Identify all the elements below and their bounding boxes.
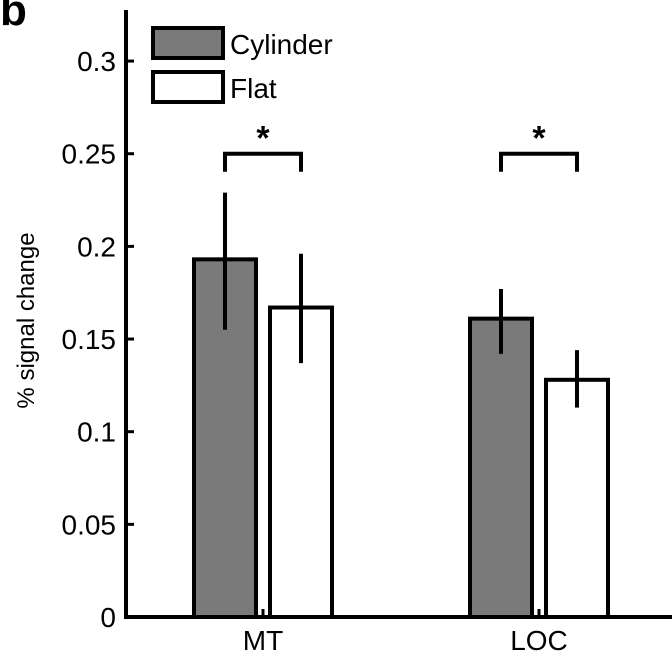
x-tick-label: LOC bbox=[510, 625, 568, 656]
legend-label-cylinder: Cylinder bbox=[230, 29, 333, 60]
y-tick-label: 0.2 bbox=[77, 231, 116, 262]
bar-cylinder-loc bbox=[468, 316, 534, 619]
legend-swatch-cylinder bbox=[151, 26, 225, 60]
significance-bracket bbox=[499, 151, 579, 172]
x-tick-label: MT bbox=[243, 625, 283, 656]
legend-label-flat: Flat bbox=[230, 73, 277, 104]
y-axis-label: % signal change bbox=[13, 232, 40, 408]
y-tick-label: 0.25 bbox=[62, 139, 117, 170]
bar-flat-loc bbox=[544, 377, 610, 619]
significance-bracket bbox=[223, 151, 303, 172]
panel-label: b bbox=[0, 0, 27, 35]
y-tick-label: 0.15 bbox=[62, 324, 117, 355]
significance-star: * bbox=[532, 120, 546, 158]
y-tick-label: 0.3 bbox=[77, 46, 116, 77]
y-tick-label: 0.1 bbox=[77, 417, 116, 448]
legend-swatch-flat bbox=[151, 70, 225, 104]
y-tick-label: 0 bbox=[100, 602, 116, 633]
significance-star: * bbox=[256, 120, 270, 158]
y-tick-label: 0.05 bbox=[62, 509, 117, 540]
